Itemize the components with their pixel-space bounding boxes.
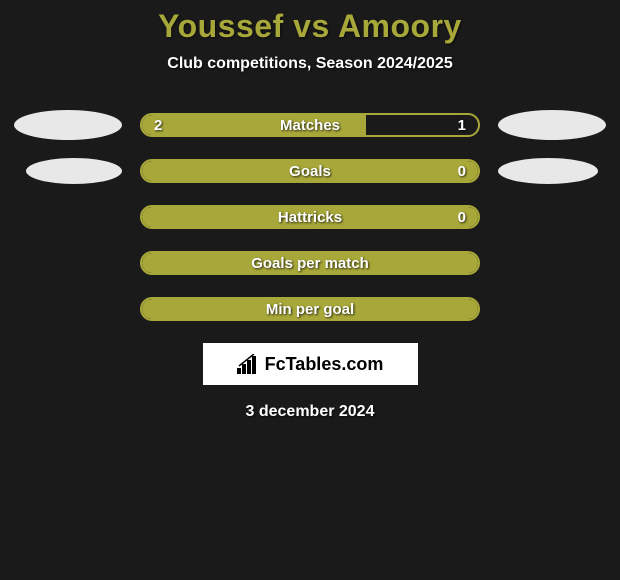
- stat-label: Matches: [280, 117, 340, 134]
- stat-value-right: 0: [458, 163, 466, 180]
- stat-bar: 2 Matches 1: [140, 113, 480, 137]
- brand-text: FcTables.com: [265, 354, 384, 375]
- stat-value-right: 0: [458, 209, 466, 226]
- stats-list: 2 Matches 1 Goals 0 Hattricks 0 Goals per match…: [0, 113, 620, 321]
- stat-bar: Hattricks 0: [140, 205, 480, 229]
- subtitle: Club competitions, Season 2024/2025: [0, 55, 620, 73]
- player-left-marker: [14, 110, 122, 140]
- player-right-marker: [498, 158, 598, 184]
- stat-bar: Goals 0: [140, 159, 480, 183]
- stat-label: Goals: [289, 163, 331, 180]
- stat-label: Hattricks: [278, 209, 342, 226]
- chart-icon: [237, 354, 259, 374]
- stat-label: Min per goal: [266, 301, 354, 318]
- stat-row: 2 Matches 1: [0, 113, 620, 137]
- page-title: Youssef vs Amoory: [0, 8, 620, 45]
- stat-row: Min per goal: [0, 297, 620, 321]
- date-text: 3 december 2024: [0, 403, 620, 421]
- stat-label: Goals per match: [251, 255, 369, 272]
- stat-value-left: 2: [154, 117, 162, 134]
- stat-row: Goals per match: [0, 251, 620, 275]
- player-right-marker: [498, 110, 606, 140]
- player-left-marker: [26, 158, 122, 184]
- stat-value-right: 1: [458, 117, 466, 134]
- stat-row: Hattricks 0: [0, 205, 620, 229]
- stat-row: Goals 0: [0, 159, 620, 183]
- comparison-card: Youssef vs Amoory Club competitions, Sea…: [0, 0, 620, 421]
- stat-bar: Goals per match: [140, 251, 480, 275]
- stat-bar: Min per goal: [140, 297, 480, 321]
- brand-logo[interactable]: FcTables.com: [203, 343, 418, 385]
